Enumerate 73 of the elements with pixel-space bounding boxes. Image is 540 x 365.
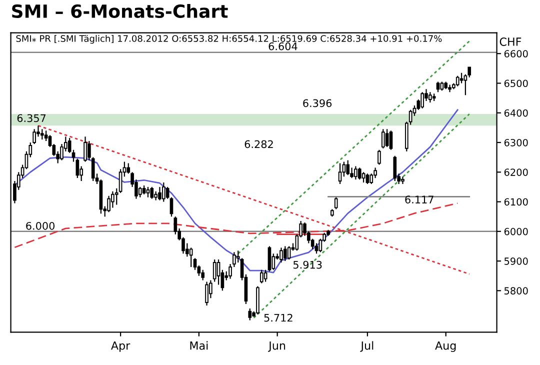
candlestick bbox=[283, 246, 287, 262]
annotation: 6.282 bbox=[244, 140, 273, 148]
candlestick bbox=[201, 269, 205, 281]
candlestick bbox=[420, 92, 424, 109]
candlestick bbox=[436, 81, 440, 93]
candlestick bbox=[318, 238, 322, 253]
candlestick bbox=[385, 128, 389, 148]
annotation: 6.117 bbox=[405, 196, 434, 204]
candlestick bbox=[287, 246, 291, 260]
candlestick bbox=[378, 149, 381, 166]
candlestick bbox=[84, 136, 87, 162]
candlestick bbox=[193, 258, 197, 270]
candlestick bbox=[260, 269, 264, 284]
candlestick bbox=[216, 258, 220, 286]
candlestick bbox=[342, 161, 346, 178]
candlestick bbox=[170, 196, 174, 218]
candlestick bbox=[428, 92, 432, 104]
candlestick bbox=[150, 186, 154, 200]
y-tick-label: 6600 bbox=[504, 50, 528, 58]
y-tick-label: 6000 bbox=[504, 228, 528, 236]
y-tick-label: 6300 bbox=[504, 138, 528, 146]
annotation: 6.000 bbox=[26, 222, 55, 230]
y-tick-label: 6200 bbox=[504, 168, 528, 176]
candlestick bbox=[314, 242, 318, 254]
candlestick bbox=[268, 246, 272, 272]
candlestick bbox=[248, 308, 252, 321]
candlestick bbox=[401, 176, 404, 185]
line-series bbox=[14, 109, 458, 274]
y-tick-label: 5900 bbox=[504, 258, 528, 265]
x-tick-label: Jul bbox=[360, 341, 374, 352]
x-tick-label: Jun bbox=[268, 342, 286, 352]
x-tick-label: Mai bbox=[190, 341, 208, 350]
candlestick bbox=[76, 158, 80, 179]
candlestick bbox=[146, 186, 150, 198]
candlestick bbox=[338, 162, 342, 185]
candlestick bbox=[456, 75, 460, 87]
candlestick bbox=[334, 196, 338, 210]
candlestick bbox=[393, 155, 397, 182]
candlestick bbox=[107, 195, 110, 213]
annotation: 6.396 bbox=[303, 99, 332, 108]
candlestick bbox=[389, 130, 393, 150]
candlestick bbox=[358, 167, 362, 180]
candlestick bbox=[162, 182, 166, 202]
candlestick bbox=[346, 160, 350, 176]
candlestick bbox=[166, 186, 170, 200]
candlestick bbox=[448, 84, 452, 93]
y-tick-label: 6100 bbox=[504, 198, 528, 206]
y-tick-label: 6500 bbox=[504, 80, 528, 88]
candlestick bbox=[212, 258, 216, 282]
candlestick bbox=[189, 247, 193, 268]
candlestick bbox=[111, 190, 114, 208]
x-tick-label: Aug bbox=[435, 342, 456, 352]
chart-title: SMI – 6-Monats-Chart bbox=[12, 4, 228, 18]
y-axis-title: CHF bbox=[500, 38, 522, 46]
candlestick bbox=[118, 168, 122, 194]
y-tick-label: 5800 bbox=[504, 287, 528, 294]
candlestick bbox=[354, 166, 358, 180]
candlestick bbox=[366, 173, 370, 185]
candlestick bbox=[280, 247, 283, 264]
annotation: 5.712 bbox=[264, 314, 292, 322]
x-tick-label: Apr bbox=[111, 342, 130, 352]
annotation: 5.913 bbox=[293, 260, 322, 269]
candlestick bbox=[44, 130, 48, 142]
candlestick bbox=[381, 128, 385, 149]
candlestick bbox=[158, 186, 162, 201]
candlestick bbox=[40, 128, 44, 140]
candlestick bbox=[264, 269, 268, 282]
candlestick bbox=[138, 186, 142, 198]
candlestick bbox=[205, 281, 208, 306]
candlestick bbox=[362, 172, 366, 184]
annotation: 6.604 bbox=[268, 42, 298, 50]
annotation: 6.357 bbox=[17, 114, 46, 122]
y-tick-label: 6400 bbox=[504, 109, 528, 117]
